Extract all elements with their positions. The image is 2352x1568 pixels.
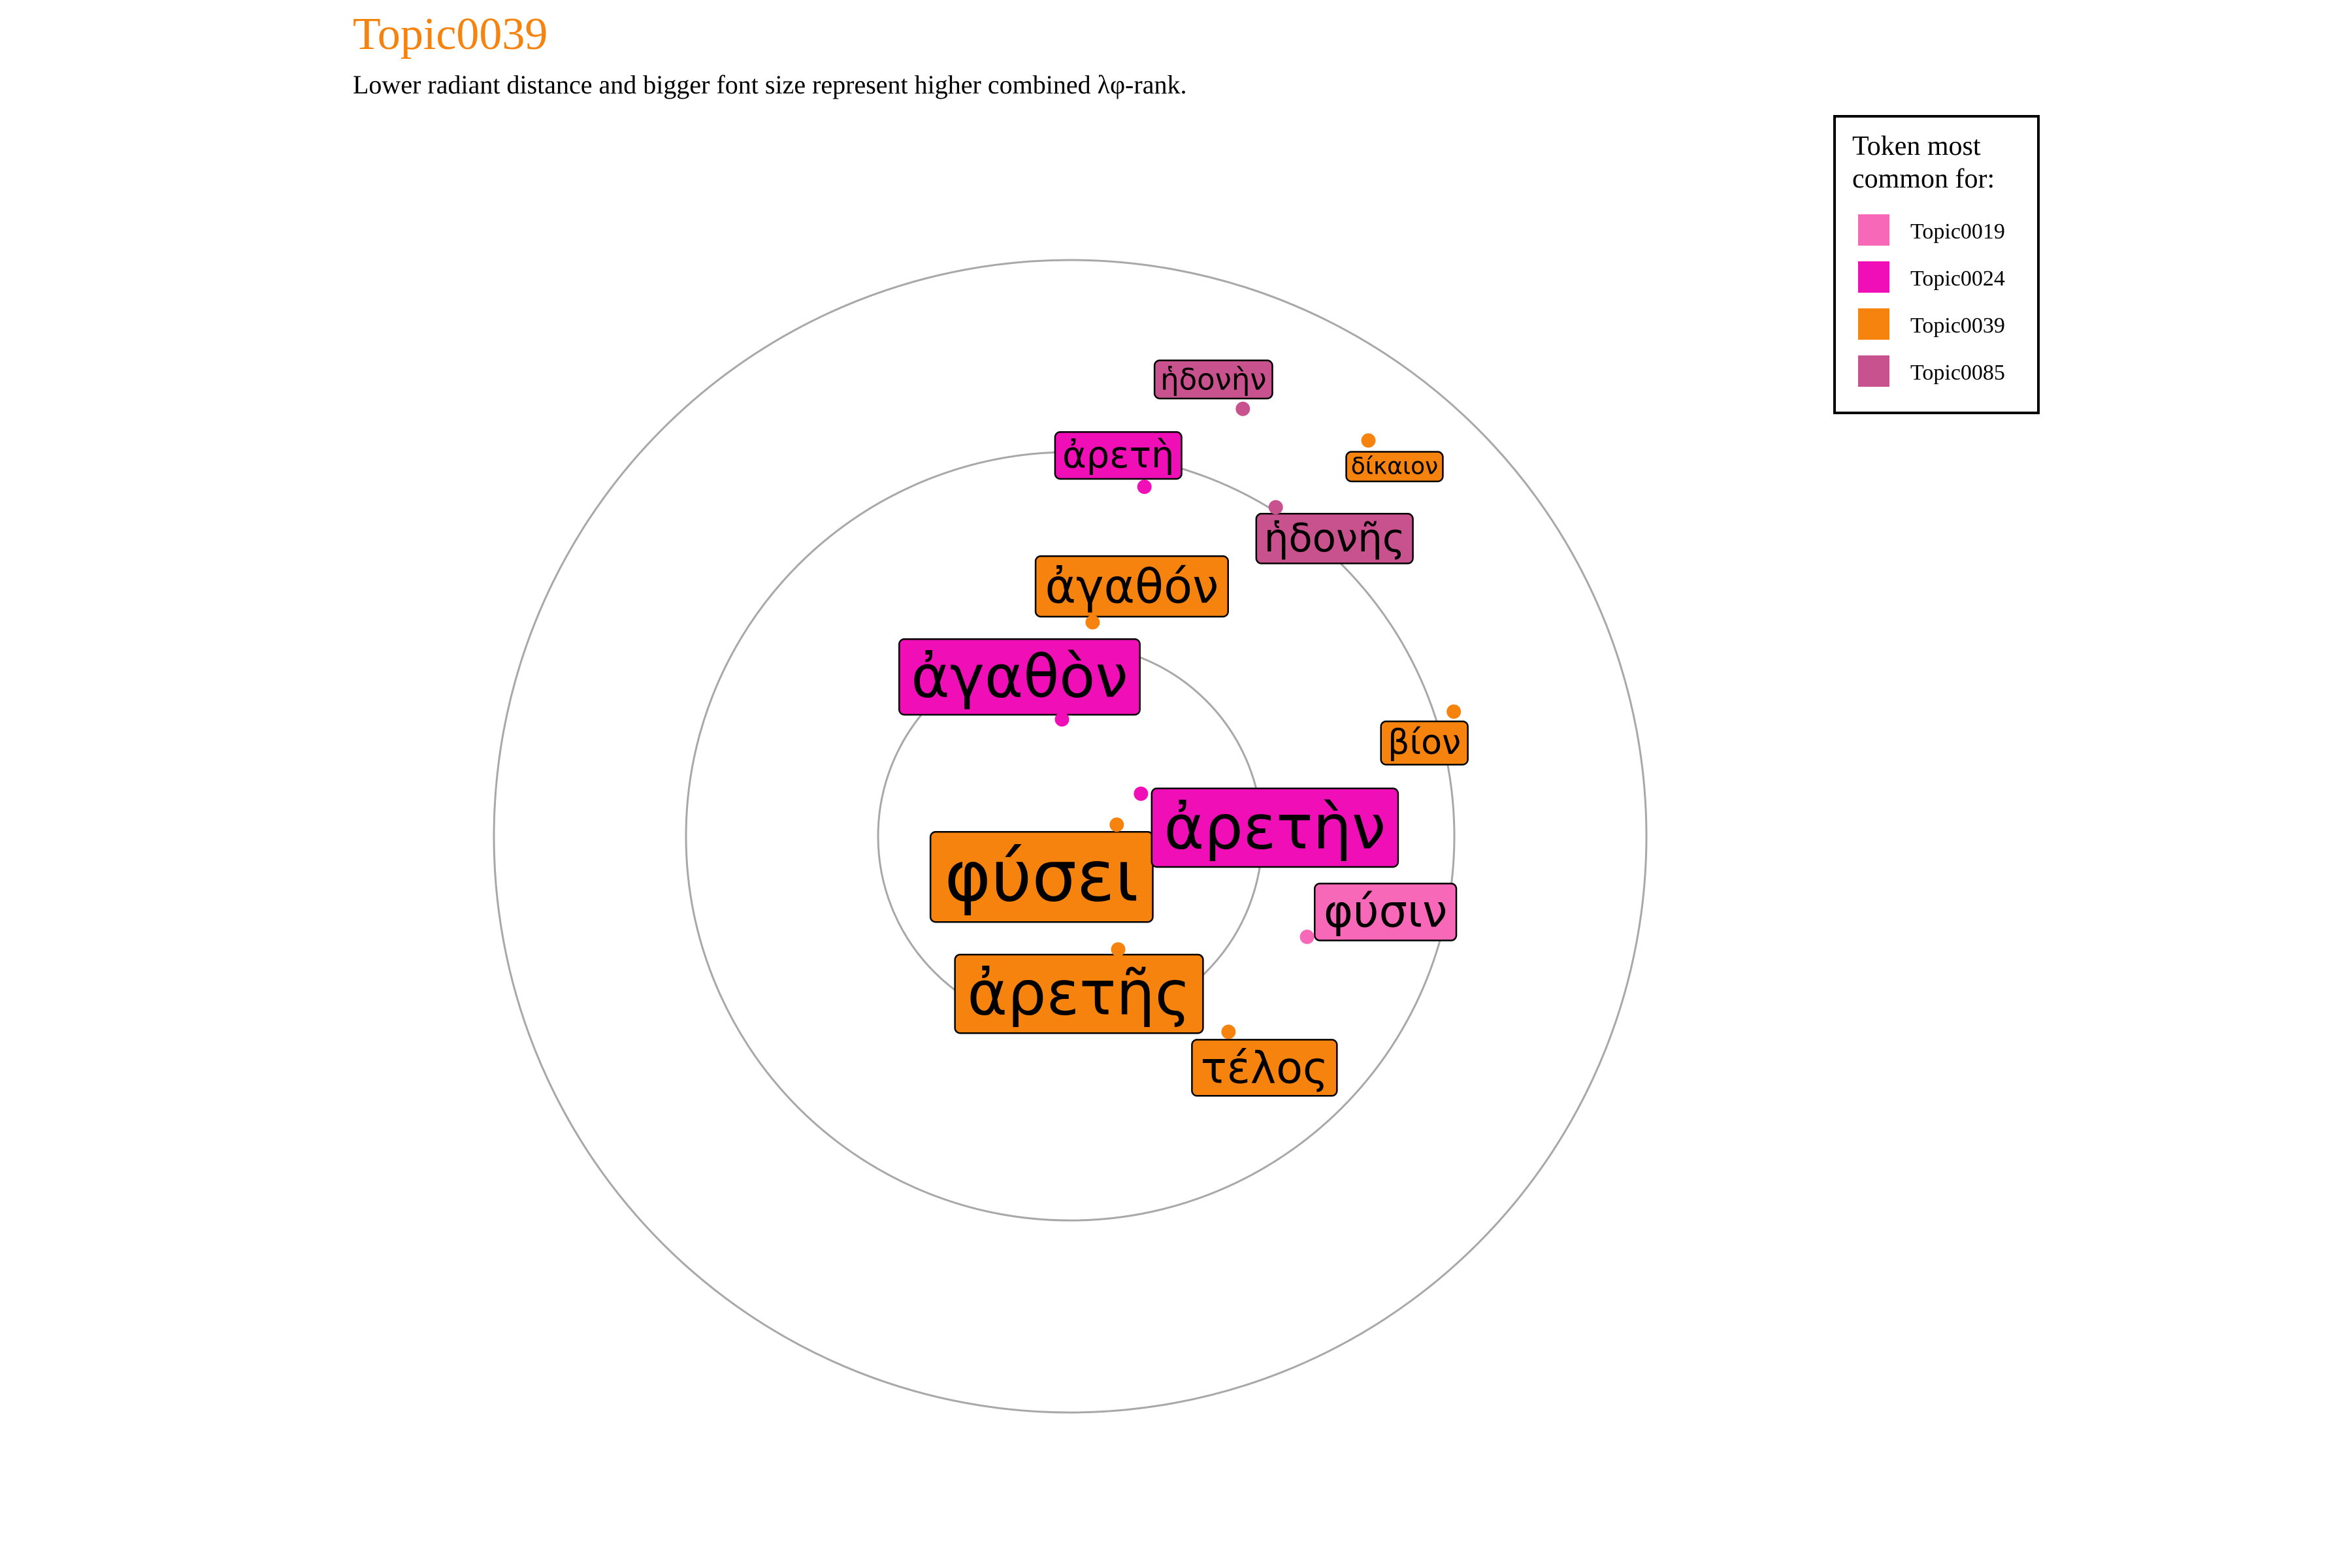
token-8: ἀρετὴ bbox=[1054, 431, 1183, 495]
token-4: ἀρετῆς bbox=[954, 942, 1204, 1034]
token-6: φύσιν bbox=[1299, 883, 1458, 944]
token-label-box bbox=[1054, 431, 1183, 480]
token-point bbox=[1268, 500, 1283, 515]
token-9: ἡδονῆς bbox=[1255, 500, 1414, 564]
legend: Token most common for: Topic0019 Topic0024 T… bbox=[1833, 115, 2040, 414]
token-points: φύσει ἀρετὴν ἀγαθὸν ἀρετῆς ἀγαθόν φύσιν τέλος ἀ… bbox=[898, 359, 1469, 1097]
legend-label: Topic0085 bbox=[1910, 361, 2005, 385]
token-label: ἀγαθόν bbox=[1045, 559, 1218, 614]
label-box-rect bbox=[1255, 513, 1414, 564]
legend-swatch bbox=[1858, 261, 1889, 293]
token-label: ἡδονῆς bbox=[1264, 516, 1405, 561]
token-label: δίκαιον bbox=[1351, 453, 1438, 480]
legend-swatch bbox=[1858, 308, 1889, 340]
token-label: ἡδονὴν bbox=[1160, 362, 1266, 397]
token-point bbox=[1221, 1024, 1236, 1039]
label-box-rect bbox=[1153, 359, 1273, 400]
chart-title: Topic0039 bbox=[353, 9, 547, 59]
legend-swatch bbox=[1858, 355, 1889, 387]
token-label-box bbox=[954, 953, 1204, 1034]
token-label: ἀρετὴν bbox=[1164, 792, 1386, 863]
ring-3 bbox=[493, 259, 1648, 1414]
label-box-rect bbox=[1034, 555, 1229, 618]
token-11: ἡδονὴν bbox=[1153, 359, 1273, 416]
label-box-rect bbox=[929, 830, 1154, 923]
token-label-box bbox=[1034, 555, 1229, 618]
token-label: βίον bbox=[1388, 723, 1461, 762]
token-label-box bbox=[898, 638, 1141, 716]
label-box-rect bbox=[898, 638, 1141, 716]
token-label-box bbox=[1151, 787, 1399, 868]
token-label-box bbox=[1345, 451, 1444, 483]
legend-label: Topic0024 bbox=[1910, 267, 2005, 291]
legend-label: Topic0039 bbox=[1910, 314, 2005, 338]
token-label-box bbox=[1153, 359, 1273, 400]
legend-swatch bbox=[1858, 214, 1889, 246]
token-label-box bbox=[929, 830, 1154, 923]
token-10: βίον bbox=[1380, 704, 1469, 766]
legend-label: Topic0019 bbox=[1910, 220, 2005, 244]
token-point bbox=[1446, 704, 1462, 719]
token-label: ἀρετῆς bbox=[967, 958, 1190, 1030]
label-box-rect bbox=[1345, 451, 1444, 483]
token-label: τέλος bbox=[1201, 1042, 1328, 1093]
token-5: ἀγαθόν bbox=[1034, 555, 1229, 630]
token-point bbox=[1361, 433, 1376, 448]
token-label-box bbox=[1255, 513, 1414, 564]
token-3: ἀγαθὸν bbox=[898, 638, 1141, 727]
label-box-rect bbox=[1191, 1039, 1338, 1097]
token-12: δίκαιον bbox=[1345, 433, 1444, 483]
label-box-rect bbox=[1380, 720, 1469, 766]
token-label: φύσει bbox=[945, 836, 1139, 918]
label-box-rect bbox=[954, 953, 1204, 1034]
token-point bbox=[1085, 615, 1100, 630]
token-point bbox=[1054, 712, 1070, 727]
token-point bbox=[1109, 817, 1124, 832]
token-point bbox=[1111, 942, 1126, 957]
token-label-box bbox=[1191, 1039, 1338, 1097]
token-label: ἀρετὴ bbox=[1062, 434, 1174, 477]
token-point bbox=[1137, 480, 1152, 495]
token-7: τέλος bbox=[1191, 1024, 1338, 1097]
token-label: ἀγαθὸν bbox=[911, 643, 1128, 711]
chart-subtitle: Lower radiant distance and bigger font s… bbox=[353, 70, 1186, 99]
token-2: ἀρετὴν bbox=[1134, 786, 1399, 868]
label-box-rect bbox=[1054, 431, 1183, 480]
label-box-rect bbox=[1151, 787, 1399, 868]
token-point bbox=[1235, 401, 1250, 416]
token-label-box bbox=[1380, 720, 1469, 766]
token-point bbox=[1134, 786, 1149, 801]
token-label-box bbox=[1314, 883, 1458, 941]
token-label: φύσιν bbox=[1324, 886, 1447, 938]
legend-title: Token most common for: bbox=[1852, 131, 1995, 194]
token-1: φύσει bbox=[929, 817, 1154, 923]
token-point bbox=[1299, 929, 1315, 944]
label-box-rect bbox=[1314, 883, 1458, 941]
